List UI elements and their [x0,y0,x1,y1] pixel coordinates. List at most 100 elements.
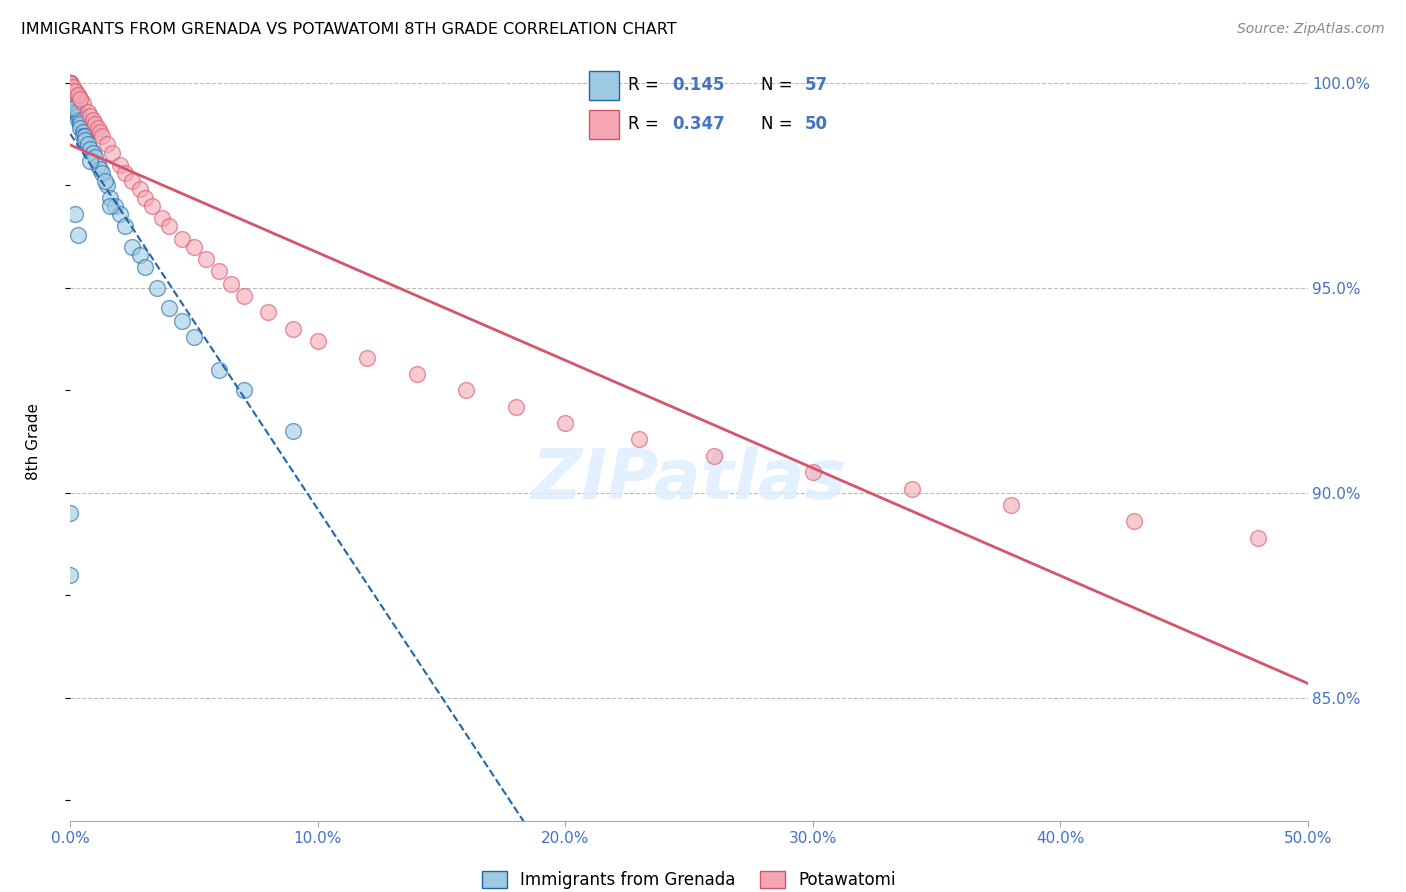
Point [75,133,97,147]
Point [66,104,89,119]
Point [79,153,101,168]
Point [96,137,118,152]
Point [114,219,136,234]
Point [900,482,922,496]
Point [150,211,173,226]
Point [62,101,84,115]
Point [183,330,205,344]
Point [72,129,94,144]
Point [134,260,156,275]
Text: IMMIGRANTS FROM GRENADA VS POTAWATOMI 8TH GRADE CORRELATION CHART: IMMIGRANTS FROM GRENADA VS POTAWATOMI 8T… [21,22,676,37]
Point [170,313,193,327]
Point [114,166,136,180]
Point [65,101,87,115]
Point [98,191,121,205]
Point [62,84,84,98]
Point [232,289,254,303]
Text: Source: ZipAtlas.com: Source: ZipAtlas.com [1237,22,1385,37]
Point [62,80,84,95]
Point [59,567,82,582]
Point [89,161,111,176]
Point [69,117,91,131]
Text: ZIPatlas: ZIPatlas [531,446,846,513]
Point [59,76,82,90]
Point [170,232,193,246]
Point [94,174,117,188]
Point [66,88,89,103]
Point [62,92,84,106]
Bar [589,110,619,139]
Text: R =: R = [627,115,664,133]
Point [195,252,218,267]
Point [82,112,104,127]
Point [91,129,114,144]
Point [84,117,107,131]
Point [76,104,98,119]
Point [121,174,143,188]
Point [456,384,478,398]
Point [232,384,254,398]
Text: 50: 50 [804,115,828,133]
Point [72,96,94,111]
Point [146,281,169,295]
Point [208,363,231,377]
Point [66,112,89,127]
Point [219,277,242,291]
Point [76,137,98,152]
Point [1247,531,1270,545]
Point [65,84,87,98]
Point [86,121,108,136]
Point [257,305,280,319]
Point [86,158,108,172]
Point [66,227,89,242]
Point [128,248,150,262]
Point [59,76,82,90]
Point [1000,498,1022,512]
Text: 0.145: 0.145 [672,77,724,95]
Point [101,145,124,160]
Point [59,76,82,90]
Point [59,76,82,90]
Point [66,88,89,103]
Point [59,76,82,90]
Point [59,80,82,95]
Point [62,88,84,103]
Point [89,125,111,139]
Point [1123,515,1146,529]
Point [108,158,131,172]
Point [59,76,82,90]
Point [75,129,97,144]
Point [79,109,101,123]
Point [59,84,82,98]
Point [59,506,82,520]
Legend: Immigrants from Grenada, Potawatomi: Immigrants from Grenada, Potawatomi [475,864,903,892]
Point [72,125,94,139]
Text: N =: N = [761,77,797,95]
Point [628,433,651,447]
Point [65,84,87,98]
Text: 8th Grade: 8th Grade [25,403,41,480]
Point [65,92,87,106]
Point [96,178,118,193]
Point [801,465,824,479]
Point [62,88,84,103]
Point [59,76,82,90]
Point [356,351,378,365]
Point [69,92,91,106]
Point [554,416,576,430]
Point [157,219,180,234]
Point [104,199,127,213]
Point [69,112,91,127]
Point [59,76,82,90]
Point [62,92,84,106]
Point [98,199,121,213]
Point [134,191,156,205]
Point [84,150,107,164]
Point [307,334,329,348]
Point [79,141,101,155]
Point [59,76,82,90]
Point [405,367,427,381]
Point [208,264,231,278]
Point [66,109,89,123]
Point [65,104,87,119]
